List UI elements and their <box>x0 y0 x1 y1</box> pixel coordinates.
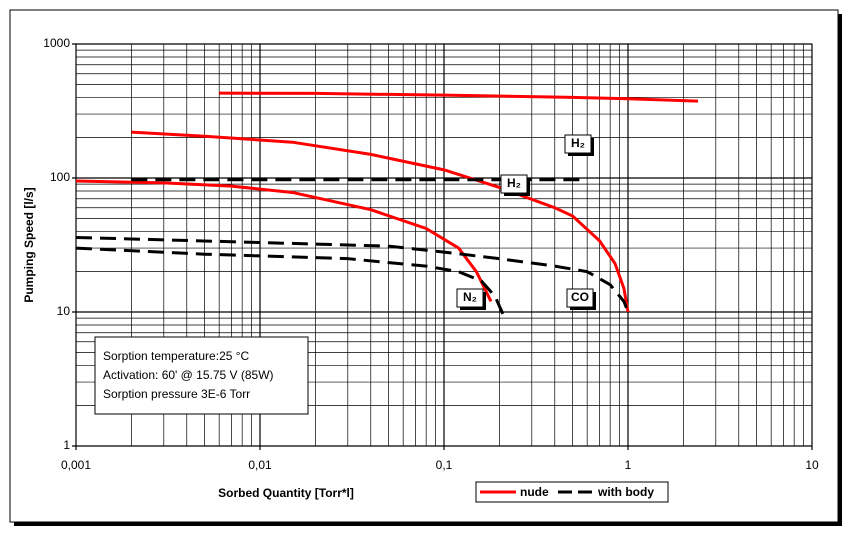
y-tick-label: 100 <box>50 170 70 184</box>
x-tick-label: 1 <box>625 458 632 472</box>
legend-label: with body <box>597 485 654 499</box>
annotation-box <box>566 288 594 308</box>
y-tick-label: 1 <box>63 438 70 452</box>
series-line <box>75 246 505 316</box>
x-tick-label: 0,1 <box>436 458 453 472</box>
annotation-box <box>564 134 592 154</box>
series-line <box>75 179 493 303</box>
x-tick-label: 0,001 <box>61 458 91 472</box>
note-line: Sorption pressure 3E-6 Torr <box>103 387 250 401</box>
x-tick-label: 10 <box>805 458 819 472</box>
y-tick-label: 1000 <box>43 36 70 50</box>
annotation: N₂ <box>463 290 477 304</box>
legend-label: nude <box>520 485 549 499</box>
series-line <box>75 235 630 313</box>
note-line: Sorption temperature:25 °C <box>103 349 250 363</box>
annotation-box <box>456 288 484 308</box>
annotation-box <box>500 174 528 194</box>
x-axis-label: Sorbed Quantity [Torr*l] <box>218 486 354 500</box>
y-axis-label: Pumping Speed [l/s] <box>22 187 36 302</box>
note-line: Activation: 60' @ 15.75 V (85W) <box>103 368 274 382</box>
annotation: H₂ <box>507 176 521 190</box>
x-tick-label: 0,01 <box>248 458 272 472</box>
annotation: CO <box>571 290 589 304</box>
annotation: H₂ <box>571 136 585 150</box>
series-line <box>131 130 630 313</box>
series-line <box>219 91 699 103</box>
y-tick-label: 10 <box>57 304 71 318</box>
note-box <box>94 336 309 415</box>
